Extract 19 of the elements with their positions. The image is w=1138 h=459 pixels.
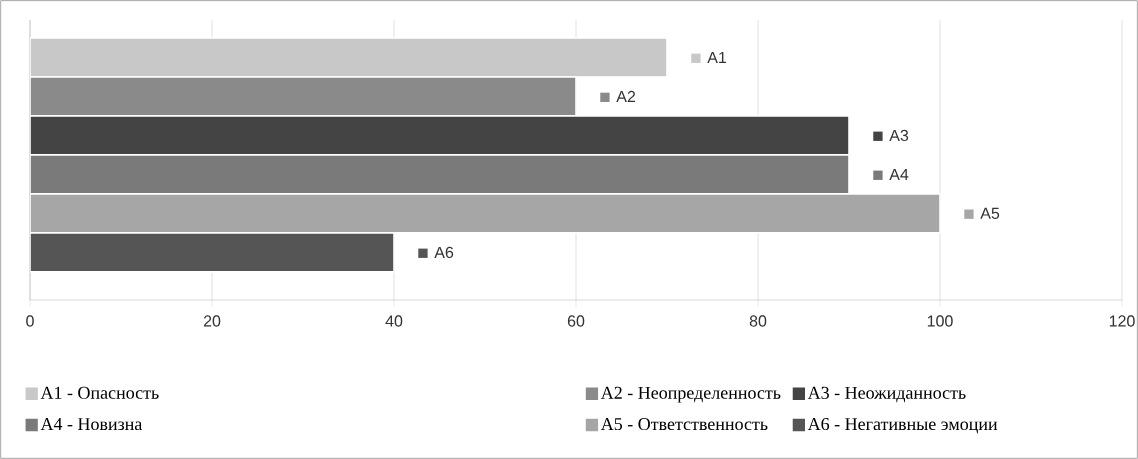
data-label: A6 [434, 246, 454, 259]
legend-label: A6 - Негативные эмоции [807, 418, 998, 434]
x-tick-label: 20 [203, 315, 221, 327]
legend-label: A2 - Неопределенность [600, 386, 781, 403]
legend-label: A5 - Ответственность [600, 418, 768, 431]
legend-label: A3 - Неожиданность [807, 386, 966, 403]
data-label: A1 [707, 51, 727, 63]
data-label: A4 [889, 168, 909, 180]
x-tick-label: 120 [1109, 315, 1135, 327]
x-tick-label: 100 [927, 315, 953, 327]
data-label: A2 [616, 90, 636, 103]
legend-label: A4 - Новизна [40, 418, 143, 431]
x-tick-label: 80 [749, 315, 767, 327]
legend-label: A1 - Опасность [40, 386, 159, 399]
x-tick-label: 40 [385, 315, 403, 327]
x-tick-label: 0 [26, 315, 34, 327]
data-label: A3 [889, 129, 909, 142]
x-tick-label: 60 [567, 315, 585, 327]
data-label: A5 [980, 207, 1000, 219]
